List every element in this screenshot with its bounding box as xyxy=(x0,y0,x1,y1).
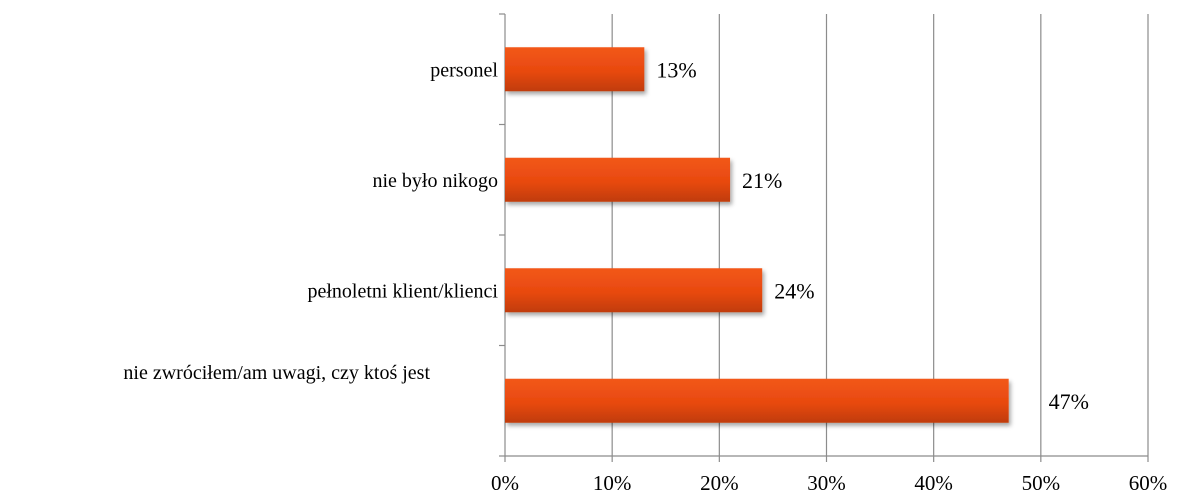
bars xyxy=(505,47,1009,423)
bar-1 xyxy=(505,157,731,202)
category-label-1: nie było nikogo xyxy=(372,170,498,192)
bar-2 xyxy=(505,268,763,313)
x-tick-label-0: 0% xyxy=(491,471,519,495)
category-label-0: personel xyxy=(430,59,498,81)
bar-3 xyxy=(505,378,1009,423)
data-label-2: 24% xyxy=(774,278,814,303)
x-tick-label-60: 60% xyxy=(1129,471,1168,495)
x-tick-label-20: 20% xyxy=(700,471,739,495)
x-tick-label-40: 40% xyxy=(914,471,953,495)
labels: 0% 10% 20% 30% 40% 50% 60% personel 13% nie było … xyxy=(123,57,1167,495)
x-tick-label-50: 50% xyxy=(1022,471,1061,495)
category-label-3: nie zwróciłem/am uwagi, czy ktoś jest xyxy=(123,362,430,384)
bar-0 xyxy=(505,47,645,92)
data-label-3: 47% xyxy=(1049,389,1089,414)
data-label-0: 13% xyxy=(656,57,696,82)
x-tick-label-10: 10% xyxy=(593,471,632,495)
x-tick-label-30: 30% xyxy=(807,471,846,495)
data-label-1: 21% xyxy=(742,168,782,193)
category-label-2: pełnoletni klient/klienci xyxy=(307,280,498,302)
